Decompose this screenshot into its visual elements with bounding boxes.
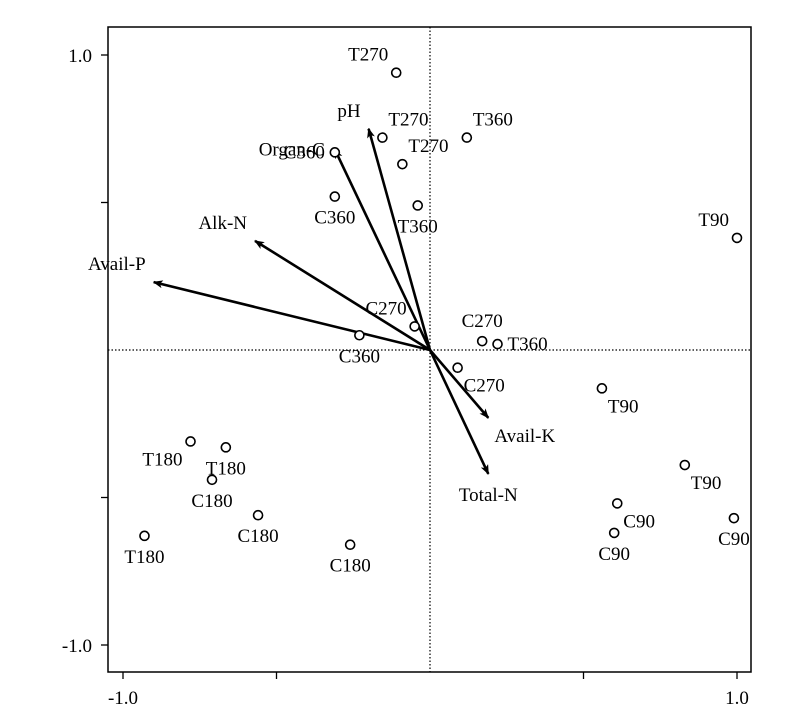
sample-point-label: C180 <box>237 526 278 547</box>
vector-arrow <box>152 280 431 352</box>
vector-label: Alk-N <box>198 213 247 234</box>
vector-label: Total-N <box>459 485 518 506</box>
vector-label: pH <box>337 101 361 122</box>
sample-point <box>452 362 463 374</box>
vector-arrow <box>367 127 432 351</box>
sample-point <box>461 132 473 143</box>
sample-point <box>608 527 620 539</box>
point-layer: T270 T270 T270 T360 T360 C360 C360 T90 C270 C360 C… <box>124 45 749 577</box>
sample-point-label: T90 <box>698 210 729 231</box>
vector-arrow <box>254 239 431 352</box>
sample-point-label: C270 <box>365 298 406 319</box>
sample-point-label: C270 <box>464 376 505 397</box>
sample-point-label: C360 <box>339 346 380 367</box>
sample-point <box>492 338 503 350</box>
y-tick-label: 1.0 <box>68 46 92 67</box>
sample-point-label: T360 <box>508 334 548 355</box>
vector-arrow <box>428 349 490 475</box>
vector-arrow <box>429 349 490 419</box>
sample-point-label: T360 <box>398 216 438 237</box>
sample-point <box>397 158 408 170</box>
sample-point-label: C180 <box>191 491 232 512</box>
sample-point-label: C90 <box>718 529 750 550</box>
sample-point <box>252 509 264 521</box>
sample-point-label: T180 <box>124 547 164 568</box>
sample-point-label: T180 <box>142 449 182 470</box>
sample-point-label: C360 <box>314 208 355 229</box>
sample-point-label: T180 <box>206 458 246 479</box>
sample-point-label: C180 <box>330 556 371 577</box>
vector-label: Avail-P <box>88 254 146 275</box>
sample-point <box>412 200 424 211</box>
sample-point <box>476 335 488 347</box>
y-tick-label: -1.0 <box>62 636 92 657</box>
sample-point-label: C360 <box>284 142 325 163</box>
x-tick-label: -1.0 <box>108 688 138 709</box>
sample-point <box>206 474 218 486</box>
sample-point <box>731 232 743 244</box>
sample-point <box>679 459 691 471</box>
sample-point <box>728 512 740 524</box>
vector-layer: pH Organ-C Alk-N Avail-P Avail-K Total-N <box>88 101 555 506</box>
sample-point <box>220 442 232 453</box>
sample-point <box>185 436 196 447</box>
sample-point <box>354 329 365 341</box>
sample-point <box>329 147 341 158</box>
sample-point-label: C270 <box>462 311 503 332</box>
vector-label: Organ-C <box>259 139 325 160</box>
sample-point <box>596 383 608 394</box>
vector-arrow <box>333 148 432 351</box>
sample-point-label: T270 <box>408 136 448 157</box>
sample-point-label: T270 <box>348 45 388 66</box>
sample-point <box>139 530 150 542</box>
sample-point <box>377 132 388 143</box>
sample-point <box>329 191 341 202</box>
vector-label: Avail-K <box>494 426 555 447</box>
x-tick-label: 1.0 <box>725 688 749 709</box>
sample-point <box>409 321 420 332</box>
sample-point-label: C90 <box>623 511 655 532</box>
sample-point-label: T270 <box>388 110 428 131</box>
sample-point-label: T90 <box>608 396 639 417</box>
axis-ticks: -1.0 1.0 1.0 -1.0 <box>62 46 749 709</box>
sample-point-label: T90 <box>691 473 722 494</box>
sample-point <box>390 67 402 78</box>
sample-point-label: C90 <box>598 544 630 565</box>
sample-point-label: T360 <box>473 110 513 131</box>
sample-point <box>344 539 356 551</box>
sample-point <box>611 498 623 509</box>
